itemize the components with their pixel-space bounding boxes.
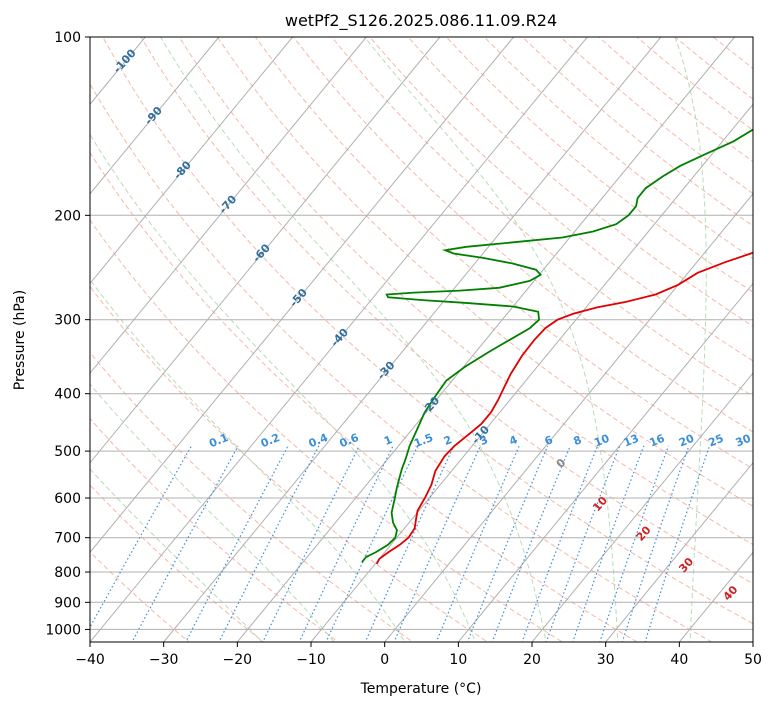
dry-adiabat-line [90, 551, 190, 642]
moist-adiabat-line [90, 383, 335, 642]
isotherm-line [531, 372, 753, 642]
isotherm-line [90, 37, 367, 374]
x-tick-label: −30 [149, 652, 179, 668]
x-tick-label: −40 [75, 652, 105, 668]
mixing-ratio-label: 3 [478, 433, 490, 448]
moist-adiabat-line [90, 278, 406, 642]
y-axis: 100 200 300 400 500 600 700 800 900 1000 [45, 30, 90, 638]
y-tick-label: 400 [54, 387, 81, 403]
mixing-ratio-line [131, 445, 239, 642]
dry-adiabat-line [90, 351, 414, 642]
mixing-ratio-line [621, 445, 690, 642]
mixing-ratio-line [435, 445, 520, 642]
mixing-ratio-label: 30 [734, 432, 753, 450]
dry-adiabat-line [216, 37, 753, 507]
isotherm-line [236, 37, 735, 642]
y-tick-label: 700 [54, 531, 81, 547]
mixing-ratio-line [521, 445, 599, 642]
x-axis-label: Temperature (°C) [360, 681, 482, 697]
mixing-ratio-line [466, 445, 549, 642]
mixing-ratio-label: 10 [592, 432, 611, 450]
isotherm-line [605, 461, 753, 642]
mixing-ratio-label: 2 [442, 433, 454, 448]
dewpoint-profile-line [361, 128, 753, 563]
dry-adiabat-line [293, 37, 753, 433]
x-tick-label: 30 [597, 652, 615, 668]
y-tick-label: 500 [54, 444, 81, 460]
x-tick-label: 40 [670, 652, 688, 668]
sounding-profiles [361, 128, 753, 565]
isotherm-line [90, 37, 441, 464]
chart-title: wetPf2_S126.2025.086.11.09.R24 [285, 11, 557, 31]
isotherm-line [90, 37, 514, 554]
x-axis: −40 −30 −20 −10 0 10 20 30 40 50 [75, 642, 762, 668]
dry-adiabat-line [331, 37, 753, 397]
x-tick-label: −10 [296, 652, 326, 668]
y-tick-label: 800 [54, 565, 81, 581]
isotherm-line [457, 282, 753, 642]
mixing-ratio-label: 8 [572, 433, 584, 448]
isotherm-line [163, 37, 662, 642]
background-lines [90, 37, 753, 642]
y-tick-label: 600 [54, 491, 81, 507]
isotherm-line [310, 103, 753, 642]
x-tick-label: 50 [744, 652, 762, 668]
mixing-ratio-label: 16 [647, 432, 666, 450]
mixing-ratio-label: 36 [751, 432, 770, 450]
dry-adiabat-line [90, 83, 713, 642]
x-tick-label: 10 [449, 652, 467, 668]
mixing-ratio-line [572, 445, 645, 642]
y-tick-label: 200 [54, 208, 81, 224]
mixing-ratio-line [298, 445, 394, 642]
mixing-ratio-line [262, 445, 360, 642]
mixing-ratio-label: 13 [622, 432, 641, 450]
isotherm-line [384, 193, 753, 642]
y-tick-label: 100 [54, 30, 81, 46]
y-tick-label: 900 [54, 595, 81, 611]
mixing-ratio-line [185, 445, 289, 642]
y-tick-label: 300 [54, 313, 81, 329]
y-tick-label: 1000 [45, 622, 81, 638]
x-tick-label: 20 [523, 652, 541, 668]
mixing-ratio-line [218, 445, 320, 642]
mixing-ratio-label: 20 [677, 432, 696, 450]
temperature-profile-line [375, 251, 753, 565]
dry-adiabat-line [90, 285, 489, 642]
plot-frame [89, 36, 754, 643]
mixing-ratio-line [599, 445, 670, 642]
isotherm-line [90, 37, 220, 195]
moist-adiabat-line [90, 468, 264, 642]
x-tick-label: 0 [380, 652, 389, 668]
isotherm-line [90, 37, 293, 285]
y-axis-label: Pressure (hPa) [12, 290, 28, 390]
mixing-ratio-line [545, 445, 621, 642]
x-tick-label: −20 [223, 652, 253, 668]
isotherm-line [90, 37, 588, 642]
mixing-ratio-label: 25 [706, 432, 725, 450]
mixing-ratio-label: 1 [382, 433, 394, 448]
